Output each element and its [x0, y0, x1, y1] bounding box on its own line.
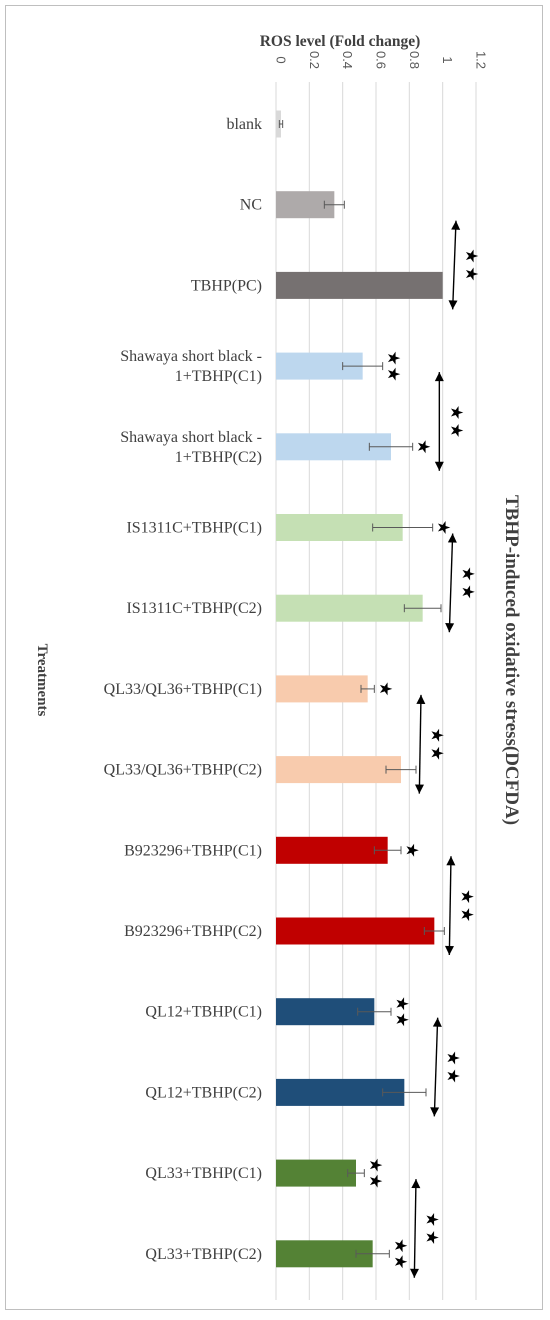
chart-title: TBHP-induced oxidative stress(DCFDA) — [501, 495, 522, 825]
significance-star: ★ — [391, 1254, 410, 1269]
category-label: B923296+TBHP(C2) — [124, 923, 262, 940]
arrow-head — [447, 533, 457, 543]
bracket-star: ★ — [458, 889, 477, 904]
significance-star: ★ — [434, 520, 453, 535]
arrow-head — [448, 300, 458, 310]
category-label: QL12+TBHP(C1) — [145, 1004, 262, 1021]
arrow-head — [434, 372, 444, 382]
category-label: IS1311C+TBHP(C1) — [126, 520, 262, 537]
significance-star: ★ — [393, 996, 412, 1011]
significance-star: ★ — [393, 1012, 412, 1027]
y-axis-title: Treatments — [34, 644, 50, 717]
category-label: QL33+TBHP(C1) — [145, 1165, 262, 1182]
bracket-star: ★ — [462, 266, 481, 281]
x-tick-label: 1.2 — [474, 51, 489, 69]
error-bars — [278, 120, 445, 1258]
bracket-star: ★ — [447, 423, 466, 438]
bracket-star: ★ — [459, 584, 478, 599]
significance-star: ★ — [366, 1157, 385, 1172]
bracket-line — [413, 1179, 417, 1278]
bar — [276, 917, 435, 945]
arrow-head — [430, 1107, 440, 1117]
x-tick-label: 0.6 — [374, 51, 389, 69]
bar — [276, 836, 388, 864]
significance-brackets — [409, 220, 461, 1278]
bracket-star: ★ — [444, 1050, 463, 1065]
category-label: 1+TBHP(C2) — [175, 449, 262, 466]
x-tick-label: 0.2 — [307, 51, 322, 69]
arrow-head — [416, 694, 426, 704]
arrow-head — [411, 1179, 421, 1189]
significance-star: ★ — [366, 1173, 385, 1188]
x-tick-labels: 0 0.2 0.4 0.6 0.8 1 1.2 — [274, 51, 489, 69]
category-label: IS1311C+TBHP(C2) — [126, 600, 262, 617]
category-labels: blank NC TBHP(PC) Shawaya short black - 1+TB… — [104, 116, 262, 1263]
significance-stars: ★★★★★★★★★★★★★★★★★★★★★★★★★★ — [366, 248, 481, 1269]
significance-star: ★ — [376, 681, 395, 696]
arrow-head — [432, 1017, 442, 1027]
category-label: Shawaya short black - — [120, 429, 262, 446]
bracket-star: ★ — [423, 1212, 442, 1227]
arrow-head — [446, 856, 456, 866]
bracket-line — [433, 1017, 439, 1117]
bar — [276, 271, 443, 299]
arrow-head — [445, 623, 455, 633]
bars — [276, 110, 443, 1268]
x-tick-label: 0.4 — [340, 51, 355, 69]
chart-frame — [5, 5, 543, 1310]
arrow-head — [444, 945, 454, 955]
bracket-star: ★ — [447, 405, 466, 420]
bracket-star: ★ — [459, 566, 478, 581]
bracket-line — [448, 856, 452, 956]
bar — [276, 594, 423, 622]
x-axis-title: ROS level (Fold change) — [260, 33, 421, 50]
significance-star: ★ — [403, 843, 422, 858]
bracket-star: ★ — [428, 746, 447, 761]
significance-star: ★ — [384, 366, 403, 381]
significance-star: ★ — [384, 350, 403, 365]
bar — [276, 1159, 356, 1187]
bracket-star: ★ — [444, 1068, 463, 1083]
arrow-head — [409, 1268, 419, 1278]
bracket-star: ★ — [428, 728, 447, 743]
bracket-line — [451, 220, 457, 310]
bracket-star: ★ — [458, 907, 477, 922]
significance-star: ★ — [414, 439, 433, 454]
x-tick-label: 0 — [274, 56, 289, 63]
x-tick-label: 0.8 — [407, 51, 422, 69]
category-label: QL12+TBHP(C2) — [145, 1084, 262, 1101]
bracket-line — [418, 694, 422, 794]
category-label: TBHP(PC) — [191, 277, 262, 294]
category-label: Shawaya short black - — [120, 348, 262, 365]
category-label: blank — [226, 116, 262, 133]
bracket-star: ★ — [462, 248, 481, 263]
arrow-head — [451, 220, 461, 230]
bar — [276, 110, 281, 138]
category-label: QL33/QL36+TBHP(C2) — [104, 762, 262, 779]
bar — [276, 675, 368, 703]
bar — [276, 756, 401, 784]
bracket-star: ★ — [423, 1230, 442, 1245]
category-label: B923296+TBHP(C1) — [124, 842, 262, 859]
arrow-head — [434, 461, 444, 471]
arrow-head — [414, 784, 424, 794]
category-label: 1+TBHP(C1) — [175, 368, 262, 385]
x-tick-label: 1 — [440, 56, 455, 63]
category-label: QL33+TBHP(C2) — [145, 1246, 262, 1263]
bracket-line — [448, 533, 454, 633]
category-label: QL33/QL36+TBHP(C1) — [104, 681, 262, 698]
category-label: NC — [240, 197, 262, 214]
significance-star: ★ — [391, 1238, 410, 1253]
